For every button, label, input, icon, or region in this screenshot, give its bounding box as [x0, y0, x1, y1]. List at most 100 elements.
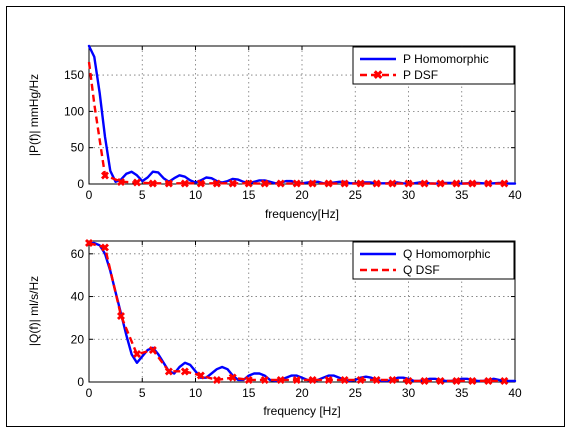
data-point-q-dsf: ✖: [484, 376, 493, 388]
data-point-q-dsf: ✖: [84, 238, 93, 250]
data-point-p-dsf: ✖: [372, 179, 381, 191]
data-point-p-dsf: ✖: [164, 178, 173, 190]
data-point-p-dsf: ✖: [308, 179, 317, 191]
x-tick-label: 35: [455, 188, 469, 202]
data-point-p-dsf: ✖: [148, 178, 157, 190]
data-point-p-dsf: ✖: [244, 178, 253, 190]
data-point-q-dsf: ✖: [212, 375, 221, 387]
y-tick-label: 0: [77, 177, 84, 191]
x-tick-label: 10: [189, 188, 203, 202]
x-tick-label: 25: [349, 188, 363, 202]
data-point-q-dsf: ✖: [244, 375, 253, 387]
legend-marker-p-dsf: ✖: [373, 68, 383, 82]
data-point-p-dsf: ✖: [436, 179, 445, 191]
y-tick-label: 100: [64, 104, 84, 118]
data-point-p-dsf: ✖: [420, 179, 429, 191]
legend-label-q-dsf: Q DSF: [403, 263, 440, 277]
data-point-p-dsf: ✖: [196, 178, 205, 190]
x-tick-label: 5: [139, 386, 146, 400]
series-line-q-homomorphic: [87, 241, 517, 383]
x-tick-label: 10: [189, 386, 203, 400]
y-axis-label-p: |P(f)| mmHg/Hz: [27, 74, 41, 156]
x-tick-label: 35: [455, 386, 469, 400]
y-tick-label: 20: [71, 332, 85, 346]
data-point-p-dsf: ✖: [260, 179, 269, 191]
data-point-p-dsf: ✖: [116, 177, 125, 189]
legend-label-q-homomorphic: Q Homomorphic: [403, 247, 490, 261]
data-point-q-dsf: ✖: [196, 371, 205, 383]
data-point-p-dsf: ✖: [228, 178, 237, 190]
data-point-q-dsf: ✖: [148, 345, 157, 357]
data-point-p-dsf: ✖: [100, 170, 109, 182]
data-point-q-dsf: ✖: [468, 376, 477, 388]
series-p: ✖ ✖ ✖ ✖ ✖ ✖ ✖ ✖ ✖ ✖ ✖ ✖ ✖ ✖ ✖ ✖ ✖ ✖ ✖ ✖ ✖ ✖ ✖ ✖ ✖ ✖: [87, 44, 517, 191]
legend-box-p: [352, 46, 515, 85]
legend-box-q: [352, 241, 515, 280]
data-point-q-dsf: ✖: [356, 375, 365, 387]
data-point-q-dsf: ✖: [132, 349, 141, 361]
data-point-q-dsf: ✖: [164, 366, 173, 378]
y-axis-label-q: |Q(f)| ml/s/Hz: [27, 276, 41, 346]
x-tick-label: 25: [349, 386, 363, 400]
y-tick-label: 150: [64, 68, 84, 82]
data-point-q-dsf: ✖: [372, 375, 381, 387]
x-tick-label: 20: [295, 386, 309, 400]
x-tick-label: 0: [86, 188, 93, 202]
data-point-q-dsf: ✖: [500, 376, 509, 388]
figure-frame: [6, 6, 565, 427]
data-point-p-dsf: ✖: [388, 179, 397, 191]
x-tick-label: 5: [139, 188, 146, 202]
y-tick-label: 50: [71, 141, 85, 155]
data-point-p-dsf: ✖: [340, 179, 349, 191]
data-point-p-dsf: ✖: [180, 178, 189, 190]
data-point-p-dsf: ✖: [132, 178, 141, 190]
data-point-q-dsf: ✖: [436, 376, 445, 388]
data-point-p-dsf: ✖: [324, 179, 333, 191]
x-tick-label: 15: [242, 386, 256, 400]
series-q: ✖ ✖ ✖ ✖ ✖ ✖ ✖ ✖ ✖ ✖ ✖ ✖ ✖ ✖ ✖ ✖ ✖ ✖ ✖ ✖ ✖ ✖ ✖ ✖ ✖ ✖ ✖: [84, 238, 517, 388]
data-point-q-dsf: ✖: [324, 375, 333, 387]
x-tick-label: 15: [242, 188, 256, 202]
data-point-q-dsf: ✖: [260, 375, 269, 387]
data-point-q-dsf: ✖: [116, 311, 125, 323]
data-point-p-dsf: ✖: [356, 179, 365, 191]
x-tick-label: 40: [508, 386, 522, 400]
data-point-q-dsf: ✖: [100, 242, 109, 254]
data-point-q-dsf: ✖: [180, 366, 189, 378]
ticks-p: 0 5 10 15 20 25 30 35 40 0 50 100 150: [64, 46, 522, 202]
data-point-q-dsf: ✖: [276, 375, 285, 387]
data-point-q-dsf: ✖: [340, 375, 349, 387]
grid-q: [89, 241, 515, 382]
x-tick-label: 30: [402, 386, 416, 400]
data-point-q-dsf: ✖: [404, 376, 413, 388]
y-tick-label: 60: [71, 247, 85, 261]
x-tick-label: 30: [402, 188, 416, 202]
data-point-p-dsf: ✖: [292, 179, 301, 191]
legend-q: Q Homomorphic Q DSF: [352, 241, 515, 280]
data-point-p-dsf: ✖: [484, 179, 493, 191]
x-tick-label: 40: [508, 188, 522, 202]
x-tick-label: 20: [295, 188, 309, 202]
y-tick-label: 40: [71, 290, 85, 304]
legend-label-p-dsf: P DSF: [403, 68, 438, 82]
data-point-q-dsf: ✖: [388, 375, 397, 387]
data-point-p-dsf: ✖: [276, 179, 285, 191]
x-tick-label: 0: [86, 386, 93, 400]
data-point-q-dsf: ✖: [420, 376, 429, 388]
x-axis-label-p: frequency[Hz]: [265, 207, 339, 221]
data-point-p-dsf: ✖: [404, 179, 413, 191]
data-point-q-dsf: ✖: [228, 373, 237, 385]
data-point-p-dsf: ✖: [468, 179, 477, 191]
data-point-q-dsf: ✖: [452, 376, 461, 388]
data-point-p-dsf: ✖: [452, 179, 461, 191]
data-point-q-dsf: ✖: [308, 375, 317, 387]
series-line-q-dsf: [88, 241, 505, 383]
data-point-q-dsf: ✖: [292, 375, 301, 387]
legend-p: P Homomorphic ✖ P DSF: [352, 46, 515, 85]
x-axis-label-q: frequency [Hz]: [263, 404, 340, 418]
series-line-p-dsf: [87, 61, 505, 185]
data-point-p-dsf: ✖: [500, 179, 509, 191]
